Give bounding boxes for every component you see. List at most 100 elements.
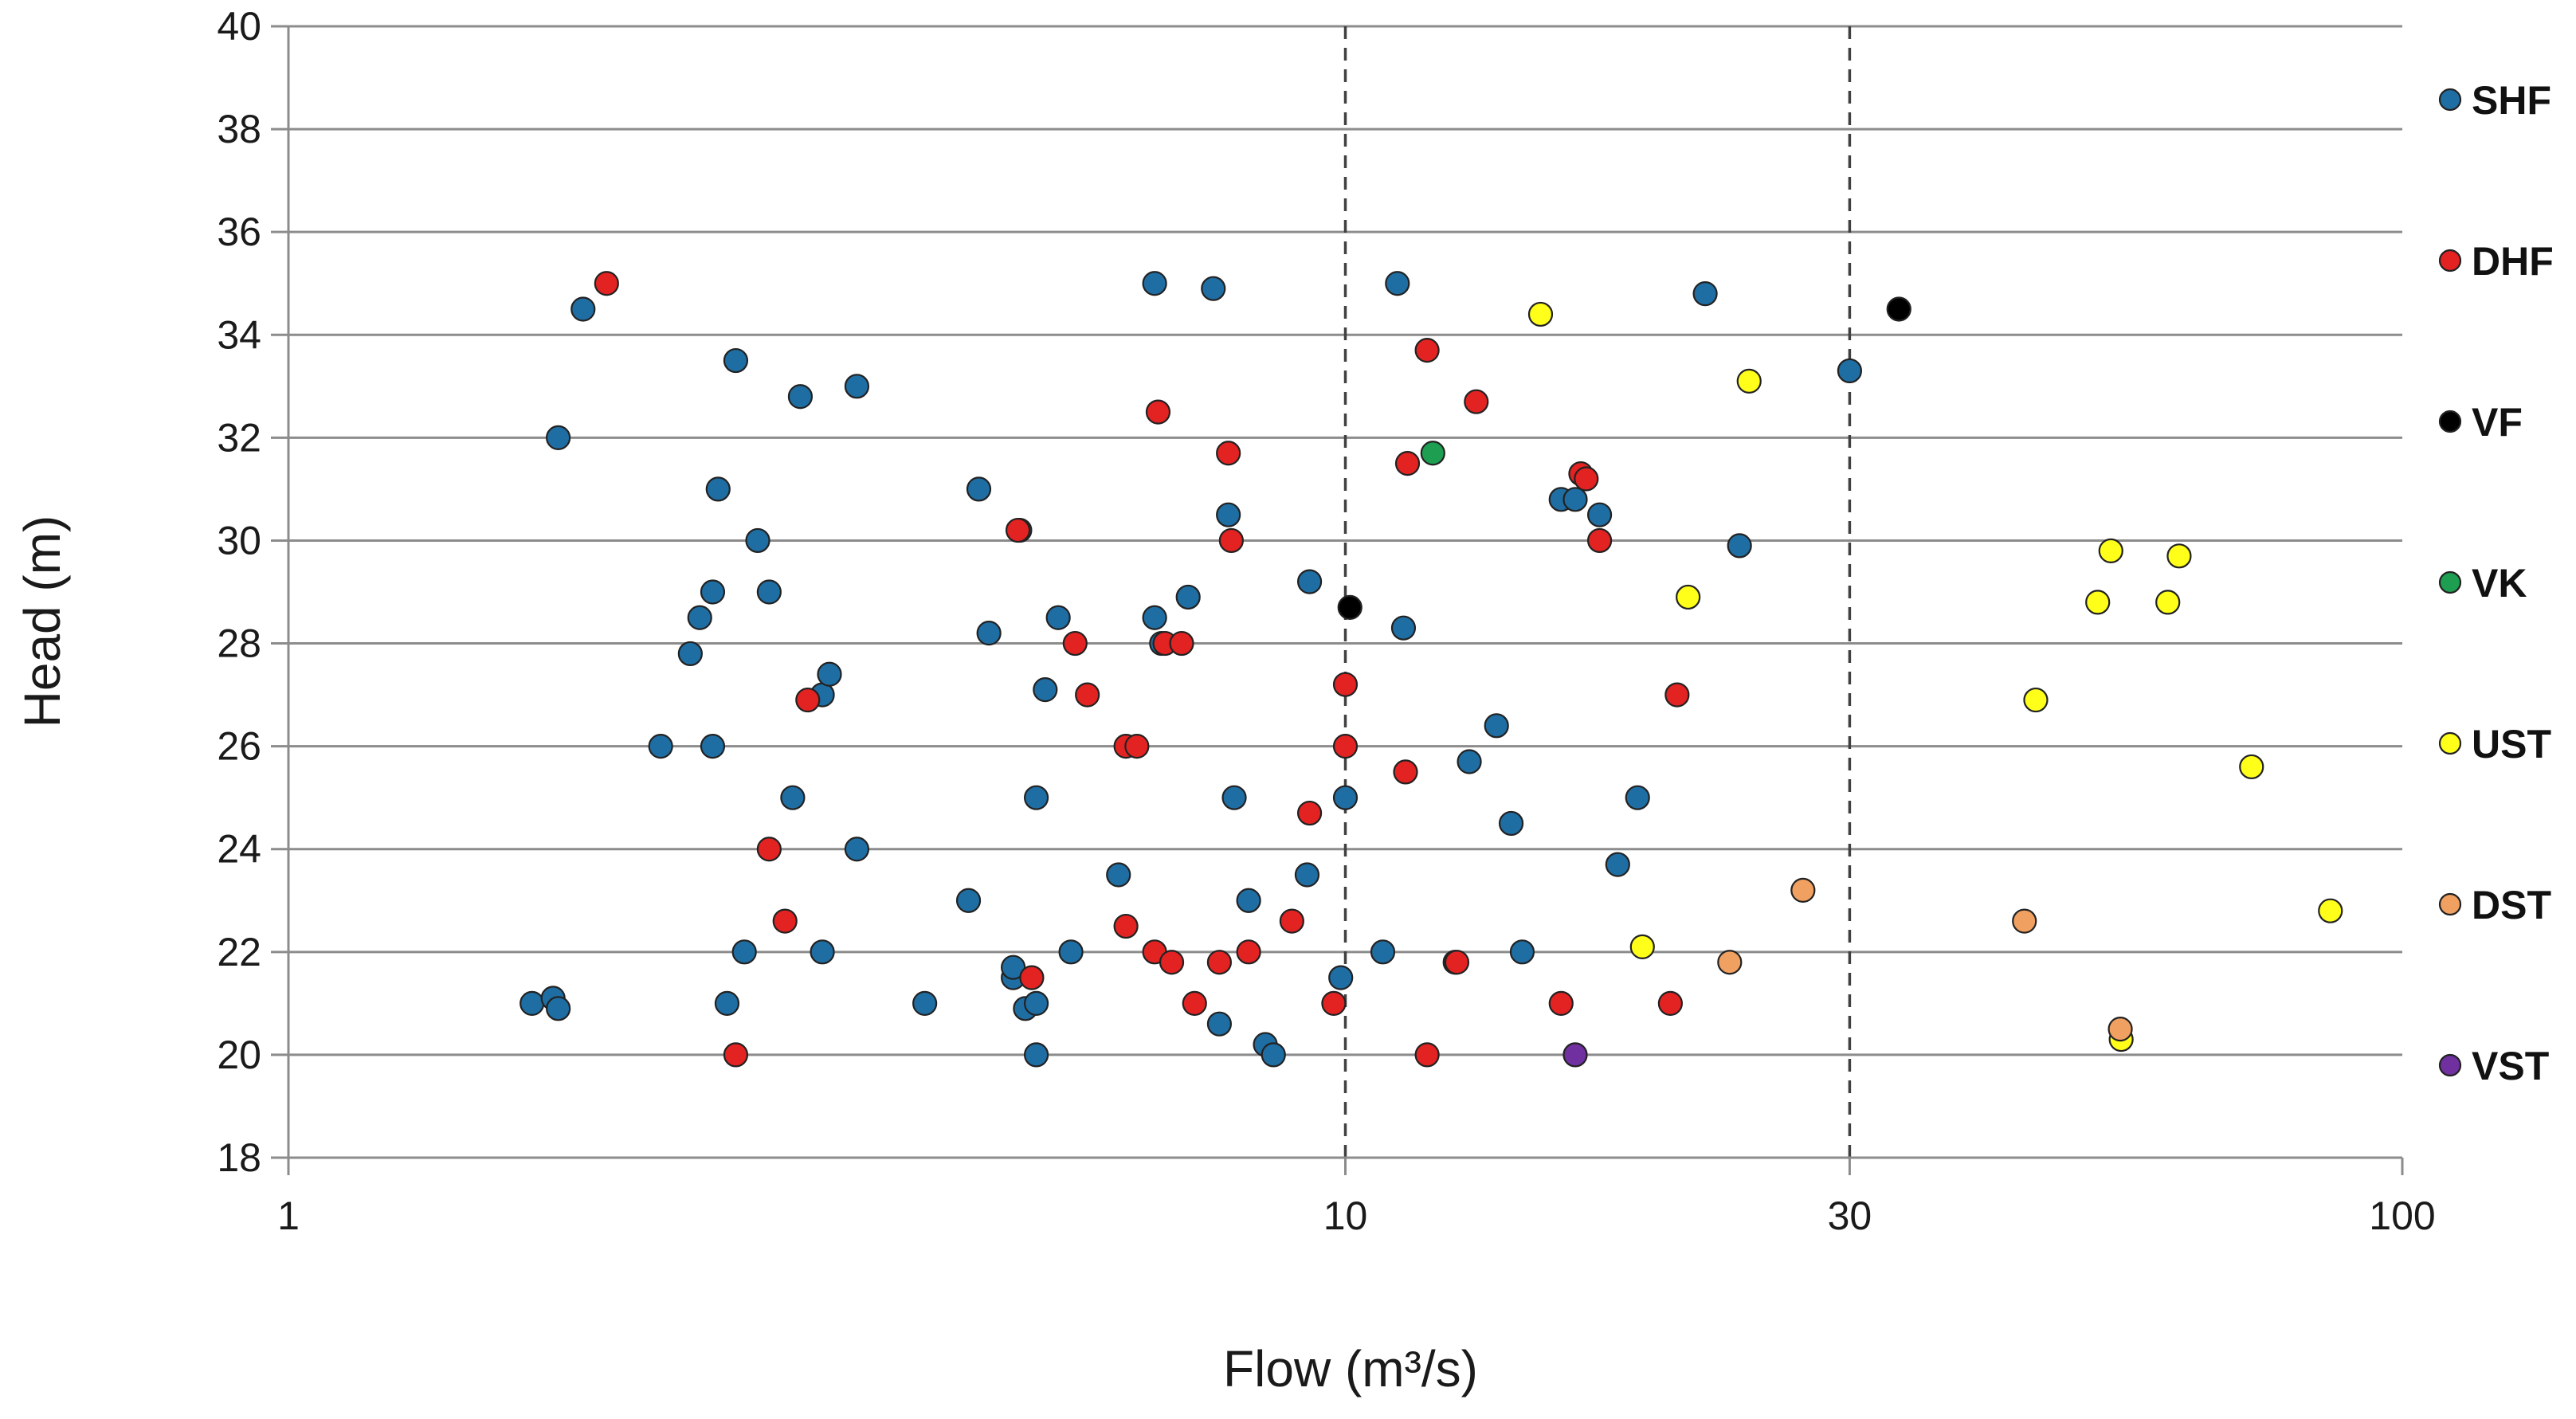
data-point-dhf xyxy=(1414,338,1440,363)
y-axis-title: Head (m) xyxy=(14,515,71,728)
data-point-ust xyxy=(1736,368,1762,394)
legend-label-dhf: DHF xyxy=(2472,239,2554,284)
data-point-shf xyxy=(1370,939,1396,965)
data-point-dhf xyxy=(1548,990,1574,1016)
data-point-dhf xyxy=(1005,517,1031,543)
legend-label-vst: VST xyxy=(2472,1044,2549,1088)
data-point-dhf xyxy=(1586,527,1613,554)
data-point-shf xyxy=(1201,276,1226,301)
data-point-dhf xyxy=(1321,990,1347,1016)
data-point-shf xyxy=(810,939,835,965)
y-tick-label: 28 xyxy=(217,621,261,666)
data-point-shf xyxy=(844,374,870,399)
data-point-vst xyxy=(1562,1042,1588,1068)
data-point-shf xyxy=(1605,852,1630,877)
data-point-vf xyxy=(1337,594,1362,620)
data-point-dhf xyxy=(1124,734,1150,759)
data-point-dhf xyxy=(795,687,821,713)
data-point-shf xyxy=(1727,533,1752,559)
data-point-dhf xyxy=(1019,965,1045,990)
data-point-ust xyxy=(2023,687,2049,713)
data-point-shf xyxy=(687,605,712,630)
y-tick-label: 22 xyxy=(217,930,261,974)
x-axis-title: Flow (m³/s) xyxy=(1223,1340,1478,1397)
data-point-shf xyxy=(648,734,673,759)
y-tick-label: 36 xyxy=(217,210,261,254)
data-point-shf xyxy=(1023,785,1049,810)
y-tick-label: 30 xyxy=(217,518,261,563)
data-point-shf xyxy=(1221,785,1247,810)
data-point-shf xyxy=(1562,487,1588,512)
data-point-shf xyxy=(912,990,938,1016)
data-point-shf xyxy=(817,661,842,687)
data-point-shf xyxy=(1484,713,1509,739)
data-point-shf xyxy=(1206,1011,1232,1037)
data-point-ust xyxy=(1527,301,1554,327)
data-point-dhf xyxy=(1216,441,1241,466)
data-point-dhf xyxy=(1664,682,1690,708)
data-point-shf xyxy=(955,888,982,913)
data-point-shf xyxy=(1837,358,1863,384)
data-point-dhf xyxy=(1169,630,1194,657)
data-point-dhf xyxy=(1206,950,1232,975)
legend-label-dst: DST xyxy=(2472,883,2551,927)
data-point-shf xyxy=(756,579,782,605)
y-tick-label: 40 xyxy=(217,4,261,49)
data-point-dhf xyxy=(594,271,619,296)
data-point-dhf xyxy=(1075,682,1100,708)
data-point-dhf xyxy=(1332,672,1359,697)
data-point-dhf xyxy=(772,908,798,934)
data-point-shf xyxy=(1106,862,1131,888)
legend-label-shf: SHF xyxy=(2472,78,2551,123)
data-point-ust xyxy=(1629,934,1655,959)
data-points xyxy=(520,271,2343,1068)
data-point-dhf xyxy=(1145,399,1171,425)
data-point-dhf xyxy=(1394,451,1421,476)
legend-label-vf: VF xyxy=(2472,400,2523,445)
data-point-dhf xyxy=(1182,990,1207,1016)
legend-marker-shf xyxy=(2438,88,2462,112)
data-point-shf xyxy=(976,621,1002,646)
data-point-dhf xyxy=(1236,939,1261,965)
x-tick-label: 1 xyxy=(277,1194,300,1238)
data-point-dhf xyxy=(1574,466,1599,492)
data-point-shf xyxy=(1385,271,1410,296)
x-tick-labels: 1 10 30 100 xyxy=(277,1194,2436,1238)
data-point-shf xyxy=(1294,862,1320,888)
data-point-ust xyxy=(2318,898,2343,923)
data-point-shf xyxy=(1261,1042,1286,1068)
data-point-shf xyxy=(1509,939,1535,965)
x-tick-label: 100 xyxy=(2369,1194,2435,1238)
y-tick-label: 24 xyxy=(217,827,261,872)
data-point-shf xyxy=(1296,569,1323,594)
data-point-vk xyxy=(1420,441,1445,466)
data-point-shf xyxy=(520,990,545,1016)
data-point-shf xyxy=(714,990,740,1016)
legend: SHF DHF VF VK UST DST VST xyxy=(2438,78,2554,1088)
data-point-shf xyxy=(1328,965,1354,990)
data-point-dhf xyxy=(1062,630,1088,657)
data-point-ust xyxy=(2166,543,2192,569)
data-point-dst xyxy=(1790,877,1816,903)
data-point-ust xyxy=(2239,754,2264,780)
data-point-shf xyxy=(1216,502,1241,527)
legend-marker-vst xyxy=(2438,1053,2462,1077)
data-point-shf xyxy=(700,579,726,605)
data-point-ust xyxy=(1676,584,1701,610)
legend-marker-ust xyxy=(2438,731,2462,755)
data-point-vf xyxy=(1886,296,1911,322)
data-point-shf xyxy=(1498,810,1524,837)
data-point-shf xyxy=(1586,502,1613,527)
data-point-shf xyxy=(1236,888,1261,913)
legend-marker-vk xyxy=(2438,570,2462,594)
data-point-shf xyxy=(731,939,757,965)
legend-marker-dhf xyxy=(2438,249,2462,272)
data-point-shf xyxy=(966,476,992,502)
data-point-dhf xyxy=(1159,950,1185,975)
data-point-dhf xyxy=(756,837,782,862)
data-point-dhf xyxy=(1657,990,1683,1016)
data-point-shf xyxy=(723,347,749,374)
data-point-shf xyxy=(705,476,731,502)
data-point-shf xyxy=(1023,1042,1049,1068)
data-point-dhf xyxy=(1444,950,1470,975)
